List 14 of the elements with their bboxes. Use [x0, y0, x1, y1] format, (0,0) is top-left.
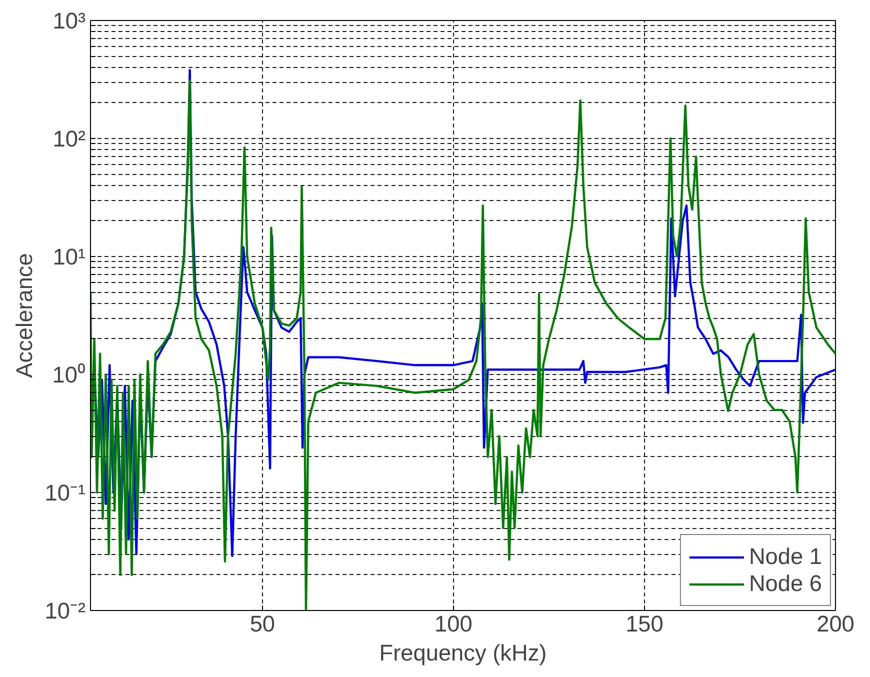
legend-label: Node 6 — [748, 570, 822, 597]
x-tick-label: 200 — [816, 610, 854, 636]
y-tick-label: 10⁰ — [52, 362, 86, 388]
y-tick-label: 10⁻² — [44, 598, 86, 624]
x-axis-title: Frequency (kHz) — [379, 640, 547, 666]
x-tick-label: 100 — [434, 610, 472, 636]
y-tick-label: 10⁻¹ — [44, 480, 86, 506]
y-tick-label: 10² — [52, 126, 86, 152]
x-tick-label: 50 — [250, 610, 276, 636]
y-axis-title: Accelerance — [10, 253, 37, 378]
legend-label: Node 1 — [748, 543, 822, 570]
y-tick-label: 10¹ — [52, 244, 86, 270]
x-tick-label: 150 — [626, 610, 664, 636]
y-tick-label: 10³ — [52, 8, 86, 34]
